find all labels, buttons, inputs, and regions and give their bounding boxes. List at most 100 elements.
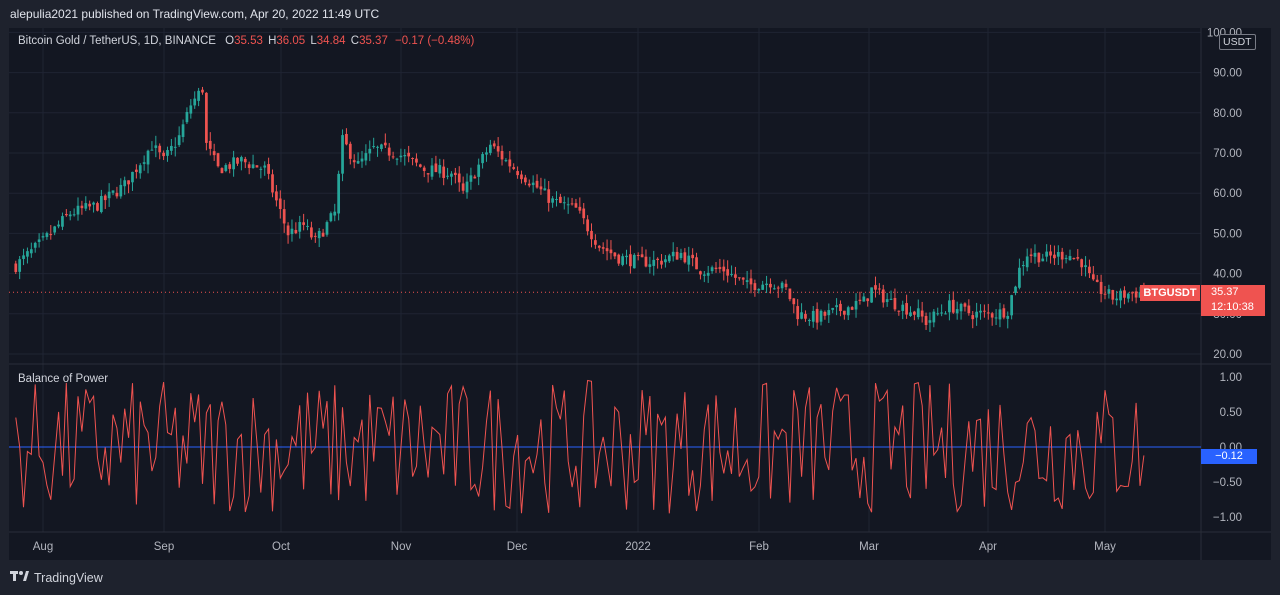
candle-body — [726, 269, 730, 276]
candle-body — [457, 173, 461, 183]
candle-body — [33, 242, 37, 248]
candle-body — [146, 150, 150, 165]
candle-body — [310, 227, 313, 238]
candle-body — [508, 159, 512, 167]
candle-body — [843, 310, 846, 315]
candle-body — [500, 151, 504, 160]
candle-body — [831, 307, 835, 310]
candle-body — [368, 148, 372, 154]
open-label: O — [225, 35, 235, 47]
candle-body — [835, 305, 838, 308]
candle-body — [103, 195, 107, 201]
tradingview-logo-icon — [10, 570, 30, 585]
time-tick-label: Nov — [391, 541, 412, 553]
candle-body — [1021, 265, 1025, 267]
candle-body — [1033, 252, 1037, 257]
candle-body — [734, 274, 737, 278]
candle-body — [166, 150, 169, 156]
candle-body — [823, 311, 827, 316]
candle-body — [745, 280, 749, 282]
candle-body — [72, 214, 76, 216]
candle-body — [551, 198, 554, 203]
candle-body — [800, 312, 803, 319]
candle-body — [341, 135, 344, 174]
candle-body — [695, 257, 698, 270]
candle-body — [1018, 267, 1021, 288]
candle-body — [434, 163, 438, 173]
candle-body — [259, 168, 263, 170]
candle-body — [135, 169, 138, 172]
candle-body — [1103, 293, 1107, 295]
candle-body — [185, 111, 189, 123]
candle-body — [88, 203, 92, 207]
candle-body — [243, 158, 247, 163]
candle-body — [531, 182, 535, 186]
candle-body — [1037, 252, 1041, 263]
candle-body — [14, 263, 18, 272]
candle-body — [96, 203, 99, 211]
candle-body — [1099, 281, 1103, 294]
symbol-legend[interactable]: Bitcoin Gold / TetherUS, 1D, BINANCE O35… — [18, 35, 474, 47]
candle-body — [352, 160, 356, 163]
chart-frame — [9, 28, 1271, 560]
candle-body — [652, 259, 656, 266]
candle-body — [683, 252, 687, 263]
candle-body — [998, 309, 1002, 320]
candle-body — [150, 149, 154, 151]
candle-body — [629, 254, 632, 267]
candle-body — [874, 285, 877, 290]
candle-body — [769, 283, 772, 288]
candle-body — [566, 204, 570, 206]
candle-body — [1076, 257, 1080, 259]
candle-body — [489, 144, 492, 153]
candle-body — [216, 153, 220, 167]
candle-body — [387, 147, 391, 156]
candle-body — [664, 259, 667, 263]
close-label: C — [350, 35, 360, 47]
candle-body — [477, 164, 481, 177]
candle-body — [609, 249, 613, 254]
candle-body — [597, 245, 601, 248]
symbol-name: Bitcoin Gold / TetherUS, 1D, BINANCE — [18, 35, 216, 47]
candle-body — [986, 312, 990, 314]
candle-body — [527, 183, 531, 186]
candle-body — [212, 151, 216, 156]
candle-body — [403, 155, 407, 157]
time-tick-label: 2022 — [625, 541, 651, 553]
open-value: 35.53 — [234, 35, 263, 47]
candle-body — [29, 249, 33, 254]
indicator-title[interactable]: Balance of Power — [18, 373, 109, 385]
candle-body — [765, 283, 768, 286]
candle-body — [979, 310, 982, 313]
footer-brand[interactable]: TradingView — [10, 570, 103, 585]
footer-brand-label: TradingView — [34, 570, 103, 585]
candle-body — [730, 274, 733, 276]
symbol-price-tag: BTGUSDT — [1140, 285, 1200, 301]
low-value: 34.84 — [316, 35, 346, 47]
candle-body — [909, 312, 912, 317]
candle-body — [516, 171, 519, 176]
candle-body — [640, 254, 644, 258]
candle-body — [372, 146, 376, 148]
candle-body — [298, 222, 302, 232]
candle-body — [278, 198, 282, 210]
candle-body — [636, 255, 640, 257]
candle-body — [975, 311, 978, 318]
candle-body — [450, 173, 453, 177]
candle-body — [1130, 292, 1134, 294]
candle-body — [905, 303, 908, 315]
candle-body — [944, 313, 947, 315]
candle-body — [971, 315, 975, 320]
candle-body — [411, 157, 414, 159]
candle-body — [1072, 257, 1076, 259]
currency-badge[interactable]: USDT — [1219, 34, 1256, 50]
close-value: 35.37 — [359, 35, 388, 47]
candle-body — [18, 259, 22, 272]
candle-body — [1006, 315, 1010, 319]
candle-body — [208, 140, 212, 149]
candle-body — [737, 277, 741, 279]
candle-body — [924, 315, 928, 325]
indicator-tick-label: −0.50 — [1213, 477, 1242, 489]
candle-body — [722, 266, 726, 272]
